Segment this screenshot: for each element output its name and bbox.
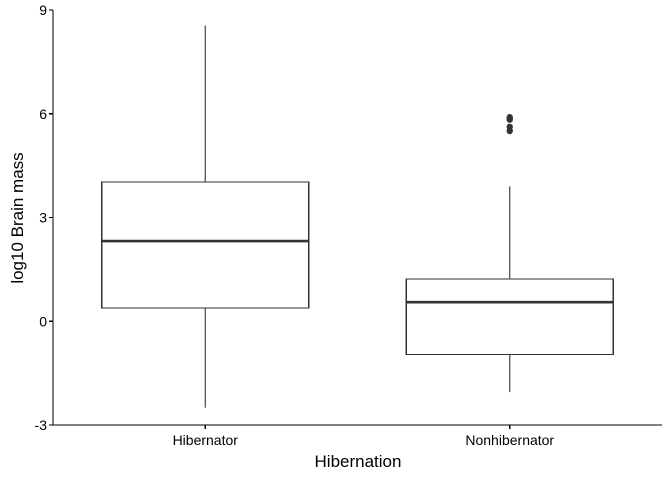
y-tick-label: 9 (39, 2, 47, 18)
x-axis-title: Hibernation (315, 452, 402, 471)
outlier-point (506, 123, 513, 131)
x-tick-label: Nonhibernator (465, 432, 554, 448)
outlier-point (506, 114, 513, 121)
box-group (405, 114, 614, 393)
y-axis-title: log10 Brain mass (8, 152, 27, 283)
y-tick-label: -3 (35, 417, 48, 433)
y-axis-ticks: -3 0 3 6 9 (35, 2, 53, 433)
y-tick-label: 6 (39, 106, 47, 122)
x-axis-ticks: Hibernator Nonhibernator (173, 425, 554, 448)
box-iqr (101, 181, 310, 309)
y-tick-label: 3 (39, 210, 47, 226)
plot-panel (101, 25, 614, 408)
x-tick-label: Hibernator (173, 432, 239, 448)
box-iqr (405, 278, 614, 355)
box-group (101, 25, 310, 408)
y-tick-label: 0 (39, 313, 47, 329)
